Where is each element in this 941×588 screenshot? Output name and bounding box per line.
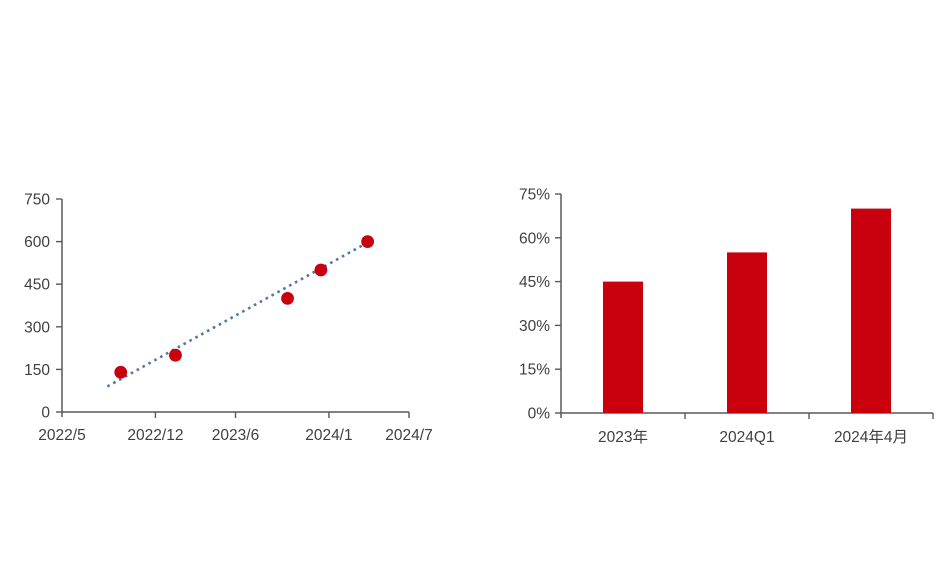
bar xyxy=(727,252,767,413)
y-tick-label: 600 xyxy=(24,234,50,251)
data-point xyxy=(281,292,294,305)
y-tick-label: 150 xyxy=(24,362,50,379)
data-point xyxy=(314,263,328,277)
x-category-label: 2024年4月 xyxy=(834,428,908,446)
x-tick-label: 2023/6 xyxy=(212,427,259,444)
y-tick-label: 15% xyxy=(519,362,550,379)
data-point xyxy=(114,365,128,379)
bar xyxy=(851,208,891,413)
x-tick-label: 2022/5 xyxy=(38,427,85,444)
y-tick-label: 0% xyxy=(528,406,551,423)
y-tick-label: 75% xyxy=(519,187,550,204)
y-tick-label: 300 xyxy=(24,319,50,336)
y-tick-label: 60% xyxy=(519,230,550,247)
y-tick-label: 30% xyxy=(519,318,550,335)
y-tick-label: 45% xyxy=(519,274,550,291)
trendline xyxy=(106,236,378,388)
x-tick-label: 2022/12 xyxy=(127,427,183,444)
scatter-plot-canvas: 0 150 300 450 600 750 2022/5 2022/12 2023/6 2024/… xyxy=(24,192,433,445)
scatter-chart: 0 150 300 450 600 750 2022/5 2022/12 2023/6 2024/… xyxy=(0,0,470,588)
x-tick-label: 2024/1 xyxy=(305,427,352,444)
bar-plot-canvas: 0% 15% 30% 45% 60% 75% 2023年 2024Q1 2024年4月 xyxy=(519,187,934,446)
data-point xyxy=(169,348,182,362)
x-category-label: 2023年 xyxy=(598,428,648,446)
y-tick-label: 750 xyxy=(24,192,50,209)
bar xyxy=(603,281,643,413)
y-tick-label: 0 xyxy=(41,405,50,422)
x-tick-label: 2024/7 xyxy=(385,427,432,444)
data-point xyxy=(361,235,375,249)
bar-chart: 0% 15% 30% 45% 60% 75% 2023年 2024Q1 2024年4月 xyxy=(470,0,941,588)
y-tick-label: 450 xyxy=(24,277,50,294)
x-category-label: 2024Q1 xyxy=(719,429,774,446)
